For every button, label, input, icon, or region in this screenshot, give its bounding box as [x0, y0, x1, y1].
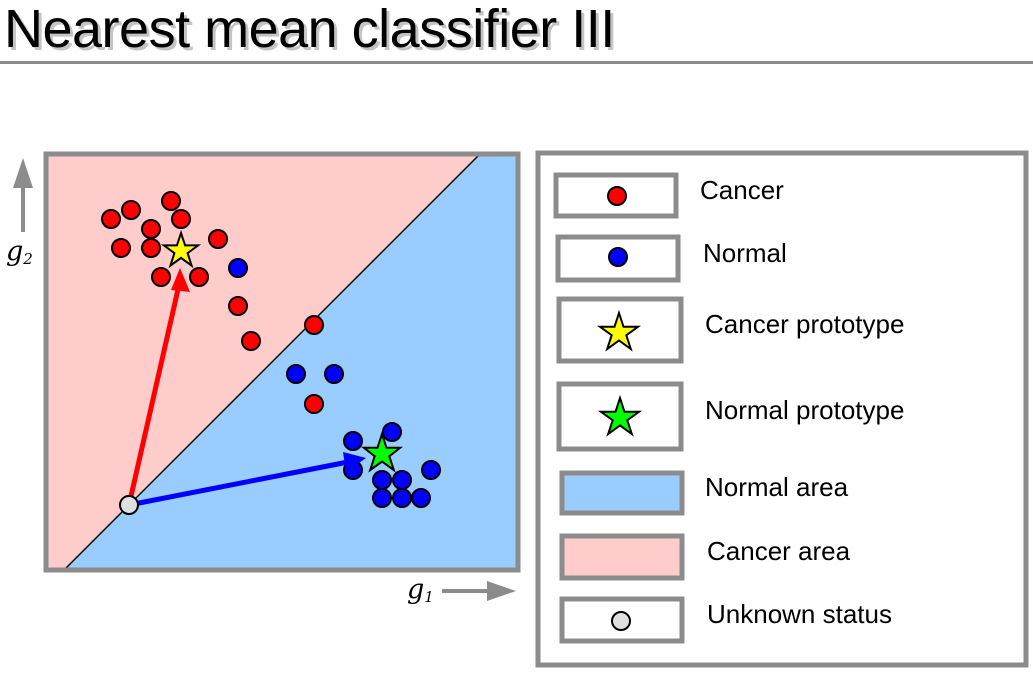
y-axis-arrow	[13, 158, 33, 232]
arrow-to-cancer-prototype	[126, 268, 190, 506]
page-title: Nearest mean classifier III	[4, 0, 615, 59]
plot-frame	[43, 151, 521, 573]
normal-points	[228, 258, 441, 508]
legend-label-cancer-area: Cancer area	[707, 536, 851, 566]
legend-label-normal: Normal	[703, 238, 787, 268]
legend-cancer-prototype-star	[596, 309, 642, 352]
legend-label-cancer-prototype: Cancer prototype	[705, 309, 905, 339]
unknown-status-point	[119, 495, 139, 515]
legend-unknown-dot	[611, 611, 631, 631]
legend-swatch-normal-area	[559, 470, 685, 516]
x-axis-arrow	[442, 581, 516, 601]
legend-label-cancer: Cancer	[700, 175, 784, 205]
legend-label-normal-area: Normal area	[705, 472, 849, 502]
normal-prototype-star	[360, 430, 404, 473]
cancer-points	[101, 191, 324, 414]
normal-area	[64, 154, 518, 570]
legend-normal-dot	[608, 247, 628, 267]
legend-swatch-cancer	[553, 172, 679, 219]
arrow-to-normal-prototype	[128, 452, 366, 508]
y-axis-label: g2	[6, 236, 33, 268]
x-axis-label: g1	[407, 574, 434, 606]
legend-cancer-dot	[607, 186, 627, 206]
title-divider	[0, 61, 1033, 64]
legend-swatch-cancer-area	[559, 533, 685, 581]
legend-label-unknown: Unknown status	[707, 599, 892, 629]
legend-normal-prototype-star	[597, 394, 643, 437]
cancer-prototype-star	[160, 229, 202, 269]
legend-label-normal-prototype: Normal prototype	[705, 395, 905, 425]
